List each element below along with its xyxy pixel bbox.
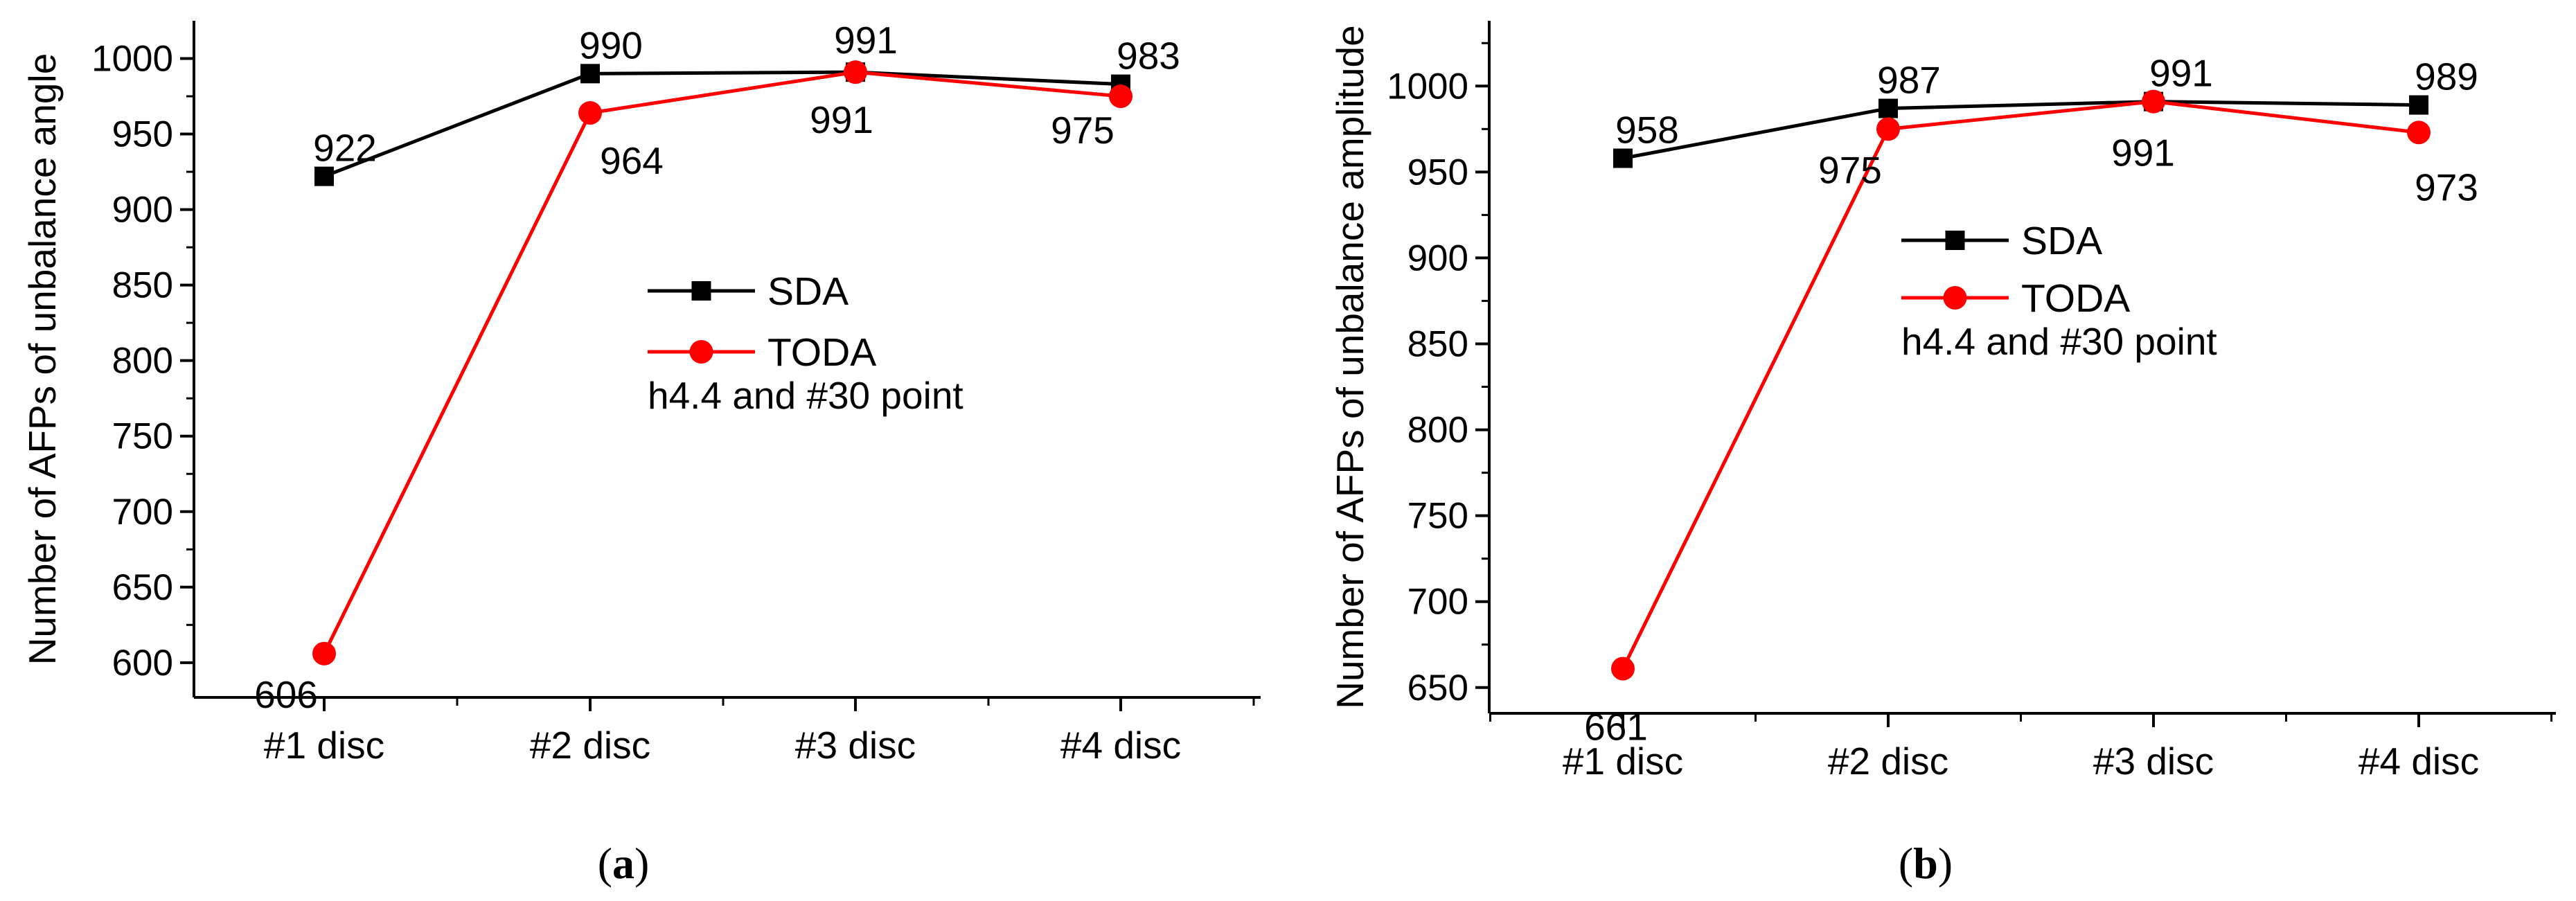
chart-panel-a: 600 650 700 750 800 850 900 950 1000 #1 disc #2 di… bbox=[21, 19, 1261, 888]
data-label-sda: 991 bbox=[2149, 52, 2213, 95]
data-point-toda bbox=[2407, 121, 2431, 145]
caption-close-paren: ) bbox=[634, 839, 649, 888]
panel-caption: (a) bbox=[598, 839, 650, 888]
x-tick-label: #3 disc bbox=[795, 724, 916, 767]
x-tick-label: #1 disc bbox=[1563, 740, 1683, 783]
y-tick-label: 1000 bbox=[91, 39, 173, 80]
legend-annotation: h4.4 and #30 point bbox=[1901, 320, 2217, 363]
data-point-toda bbox=[1109, 84, 1132, 109]
data-label-sda: 989 bbox=[2415, 55, 2478, 98]
data-point-sda bbox=[580, 64, 600, 84]
y-tick-label: 800 bbox=[1407, 410, 1468, 451]
legend-marker-toda bbox=[689, 340, 713, 364]
y-tick-label: 850 bbox=[1407, 324, 1468, 365]
y-tick-label: 850 bbox=[112, 265, 173, 306]
y-tick-label: 900 bbox=[1407, 238, 1468, 278]
y-tick-label: 650 bbox=[112, 567, 173, 608]
legend-annotation: h4.4 and #30 point bbox=[648, 374, 963, 417]
data-label-toda: 606 bbox=[254, 673, 318, 716]
caption-letter: a bbox=[612, 839, 634, 888]
caption-letter: b bbox=[1913, 839, 1938, 888]
y-tick-label: 750 bbox=[112, 416, 173, 457]
legend-marker-toda bbox=[1943, 286, 1967, 310]
y-axis-title: Number of AFPs of unbalance amplitude bbox=[1329, 25, 1371, 709]
data-label-sda: 958 bbox=[1615, 109, 1679, 152]
data-label-sda: 922 bbox=[313, 127, 377, 170]
legend-label-sda: SDA bbox=[767, 269, 849, 314]
series-line-toda bbox=[322, 70, 1121, 654]
data-point-sda bbox=[2409, 95, 2428, 115]
y-tick-label: 900 bbox=[112, 190, 173, 231]
data-label-toda: 975 bbox=[1818, 148, 1882, 191]
panel-caption: (b) bbox=[1899, 839, 1953, 888]
legend-label-toda: TODA bbox=[2021, 276, 2130, 321]
data-label-toda: 964 bbox=[600, 139, 664, 182]
series-line-sda bbox=[323, 70, 1121, 178]
y-tick-label: 800 bbox=[112, 341, 173, 382]
data-label-sda: 983 bbox=[1117, 35, 1180, 78]
data-label-sda: 987 bbox=[1877, 59, 1941, 102]
caption-open-paren: ( bbox=[1899, 839, 1913, 888]
data-label-sda: 990 bbox=[579, 24, 643, 66]
data-point-toda bbox=[312, 641, 336, 666]
data-point-toda bbox=[2142, 89, 2165, 114]
series-line-toda bbox=[1621, 100, 2419, 670]
chart-panel-b: 650 700 750 800 850 900 950 1000 #1 disc #2 disc #… bbox=[1329, 21, 2556, 888]
data-point-toda bbox=[578, 101, 602, 125]
data-point-toda bbox=[1611, 657, 1635, 681]
legend-label-toda: TODA bbox=[767, 330, 876, 375]
x-tick-label: #2 disc bbox=[530, 724, 650, 767]
series-line-sda bbox=[1622, 100, 2419, 160]
x-tick-label: #2 disc bbox=[1828, 740, 1948, 783]
data-label-toda: 991 bbox=[810, 98, 873, 141]
y-tick-label: 650 bbox=[1407, 668, 1468, 708]
data-label-toda: 975 bbox=[1051, 109, 1114, 152]
legend-marker-sda bbox=[1945, 231, 1965, 250]
data-point-toda bbox=[844, 60, 867, 84]
data-label-toda: 973 bbox=[2415, 166, 2478, 208]
y-tick-label: 950 bbox=[112, 114, 173, 155]
data-point-sda bbox=[1613, 148, 1633, 168]
x-tick-label: #4 disc bbox=[1060, 724, 1181, 767]
caption-close-paren: ) bbox=[1938, 839, 1953, 888]
data-label-toda: 991 bbox=[2111, 132, 2175, 175]
data-label-sda: 991 bbox=[834, 19, 898, 62]
data-point-sda bbox=[1878, 98, 1898, 118]
y-tick-label: 600 bbox=[112, 643, 173, 684]
caption-open-paren: ( bbox=[598, 839, 612, 888]
y-tick-label: 700 bbox=[112, 492, 173, 533]
y-tick-label: 700 bbox=[1407, 582, 1468, 623]
data-point-toda bbox=[1876, 117, 1900, 141]
y-axis-title: Number of AFPs of unbalance angle bbox=[21, 53, 64, 666]
legend-label-sda: SDA bbox=[2021, 219, 2102, 263]
legend-marker-sda bbox=[691, 281, 711, 301]
data-label-toda: 661 bbox=[1584, 705, 1648, 748]
y-tick-label: 950 bbox=[1407, 152, 1468, 193]
x-tick-label: #1 disc bbox=[264, 724, 384, 767]
y-tick-label: 750 bbox=[1407, 496, 1468, 537]
y-tick-label: 1000 bbox=[1387, 66, 1468, 107]
data-point-sda bbox=[314, 166, 334, 186]
x-tick-label: #3 disc bbox=[2093, 740, 2214, 783]
x-tick-label: #4 disc bbox=[2359, 740, 2479, 783]
